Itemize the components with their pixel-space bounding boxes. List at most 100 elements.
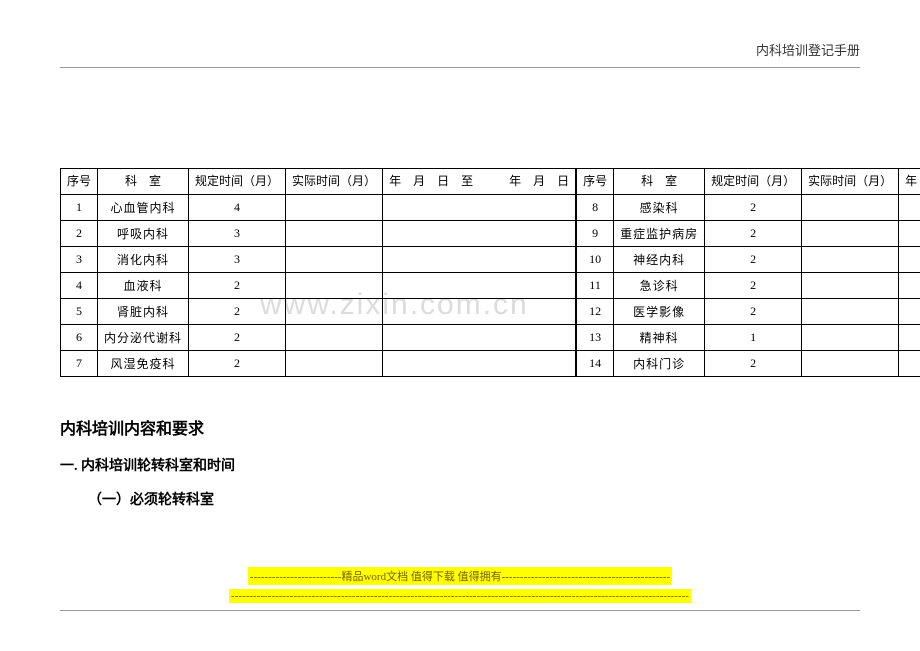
cell-date (899, 324, 920, 350)
th-reg: 规定时间（月） (189, 169, 286, 195)
cell-seq: 3 (61, 246, 98, 272)
cell-seq: 4 (61, 272, 98, 298)
cell-seq: 10 (577, 246, 614, 272)
th-dept: 科 室 (614, 169, 705, 195)
cell-reg: 2 (705, 220, 802, 246)
cell-dept: 内科门诊 (614, 350, 705, 376)
page-header: 内科培训登记手册 (60, 40, 860, 68)
table-row: 12医学影像2 (577, 298, 920, 324)
cell-dept: 精神科 (614, 324, 705, 350)
cell-dept: 医学影像 (614, 298, 705, 324)
cell-dept: 呼吸内科 (98, 220, 189, 246)
content-section: 内科培训内容和要求 一. 内科培训轮转科室和时间 （一）必须轮转科室 (60, 415, 860, 509)
cell-reg: 1 (705, 324, 802, 350)
cell-act (802, 220, 899, 246)
table-row: 14内科门诊2 (577, 350, 920, 376)
th-seq: 序号 (577, 169, 614, 195)
th-act: 实际时间（月） (802, 169, 899, 195)
th-act: 实际时间（月） (286, 169, 383, 195)
cell-date (899, 350, 920, 376)
footer-line2: ----------------------------------------… (229, 589, 691, 603)
cell-act (286, 246, 383, 272)
cell-dept: 血液科 (98, 272, 189, 298)
cell-date (383, 272, 576, 298)
cell-reg: 2 (189, 298, 286, 324)
footer-line1: -------------------------精品word文档 值得下载 值… (248, 567, 672, 585)
table-row: 11急诊科2 (577, 272, 920, 298)
cell-seq: 5 (61, 298, 98, 324)
cell-date (899, 272, 920, 298)
table-row: 8感染科2 (577, 194, 920, 220)
cell-date (383, 220, 576, 246)
cell-reg: 3 (189, 246, 286, 272)
cell-act (802, 272, 899, 298)
cell-act (802, 194, 899, 220)
cell-dept: 急诊科 (614, 272, 705, 298)
cell-dept: 消化内科 (98, 246, 189, 272)
cell-reg: 2 (705, 272, 802, 298)
cell-date (899, 220, 920, 246)
cell-reg: 2 (189, 324, 286, 350)
cell-date (383, 246, 576, 272)
cell-reg: 3 (189, 220, 286, 246)
cell-act (286, 194, 383, 220)
cell-date (383, 350, 576, 376)
rotation-table-left: 序号 科 室 规定时间（月） 实际时间（月） 年 月 日 至 年 月 日 1心血… (60, 168, 576, 377)
cell-date (899, 298, 920, 324)
cell-act (286, 272, 383, 298)
table-header-row: 序号 科 室 规定时间（月） 实际时间（月） 年 月 日 至 年 月 日 (577, 169, 920, 195)
cell-date (383, 194, 576, 220)
cell-dept: 重症监护病房 (614, 220, 705, 246)
section-sub1: 一. 内科培训轮转科室和时间 (60, 455, 860, 475)
cell-seq: 2 (61, 220, 98, 246)
table-header-row: 序号 科 室 规定时间（月） 实际时间（月） 年 月 日 至 年 月 日 (61, 169, 576, 195)
cell-act (802, 350, 899, 376)
cell-seq: 12 (577, 298, 614, 324)
cell-seq: 7 (61, 350, 98, 376)
header-title: 内科培训登记手册 (756, 43, 860, 58)
cell-act (286, 220, 383, 246)
th-dept: 科 室 (98, 169, 189, 195)
cell-dept: 感染科 (614, 194, 705, 220)
cell-seq: 11 (577, 272, 614, 298)
cell-reg: 2 (189, 272, 286, 298)
footer-rule (60, 610, 860, 611)
cell-date (383, 324, 576, 350)
cell-seq: 14 (577, 350, 614, 376)
cell-act (286, 298, 383, 324)
table-row: 6内分泌代谢科2 (61, 324, 576, 350)
cell-act (802, 246, 899, 272)
section-sub2: （一）必须轮转科室 (88, 489, 860, 509)
table-row: 9重症监护病房2 (577, 220, 920, 246)
rotation-table-right: 序号 科 室 规定时间（月） 实际时间（月） 年 月 日 至 年 月 日 8感染… (576, 168, 920, 377)
cell-date (899, 246, 920, 272)
cell-reg: 2 (189, 350, 286, 376)
th-reg: 规定时间（月） (705, 169, 802, 195)
cell-seq: 1 (61, 194, 98, 220)
cell-seq: 9 (577, 220, 614, 246)
cell-reg: 2 (705, 298, 802, 324)
cell-dept: 神经内科 (614, 246, 705, 272)
cell-dept: 风湿免疫科 (98, 350, 189, 376)
th-date: 年 月 日 至 年 月 日 (899, 169, 920, 195)
cell-date (383, 298, 576, 324)
table-row: 2呼吸内科3 (61, 220, 576, 246)
table-row: 5肾脏内科2 (61, 298, 576, 324)
table-row: 10神经内科2 (577, 246, 920, 272)
table-row: 13精神科1 (577, 324, 920, 350)
page-footer: -------------------------精品word文档 值得下载 值… (0, 566, 920, 611)
cell-reg: 2 (705, 350, 802, 376)
th-seq: 序号 (61, 169, 98, 195)
cell-reg: 4 (189, 194, 286, 220)
table-row: 1心血管内科4 (61, 194, 576, 220)
cell-dept: 肾脏内科 (98, 298, 189, 324)
cell-date (899, 194, 920, 220)
table-row: 3消化内科3 (61, 246, 576, 272)
cell-seq: 6 (61, 324, 98, 350)
cell-reg: 2 (705, 246, 802, 272)
cell-dept: 内分泌代谢科 (98, 324, 189, 350)
cell-act (802, 324, 899, 350)
cell-reg: 2 (705, 194, 802, 220)
cell-dept: 心血管内科 (98, 194, 189, 220)
table-row: 7风湿免疫科2 (61, 350, 576, 376)
